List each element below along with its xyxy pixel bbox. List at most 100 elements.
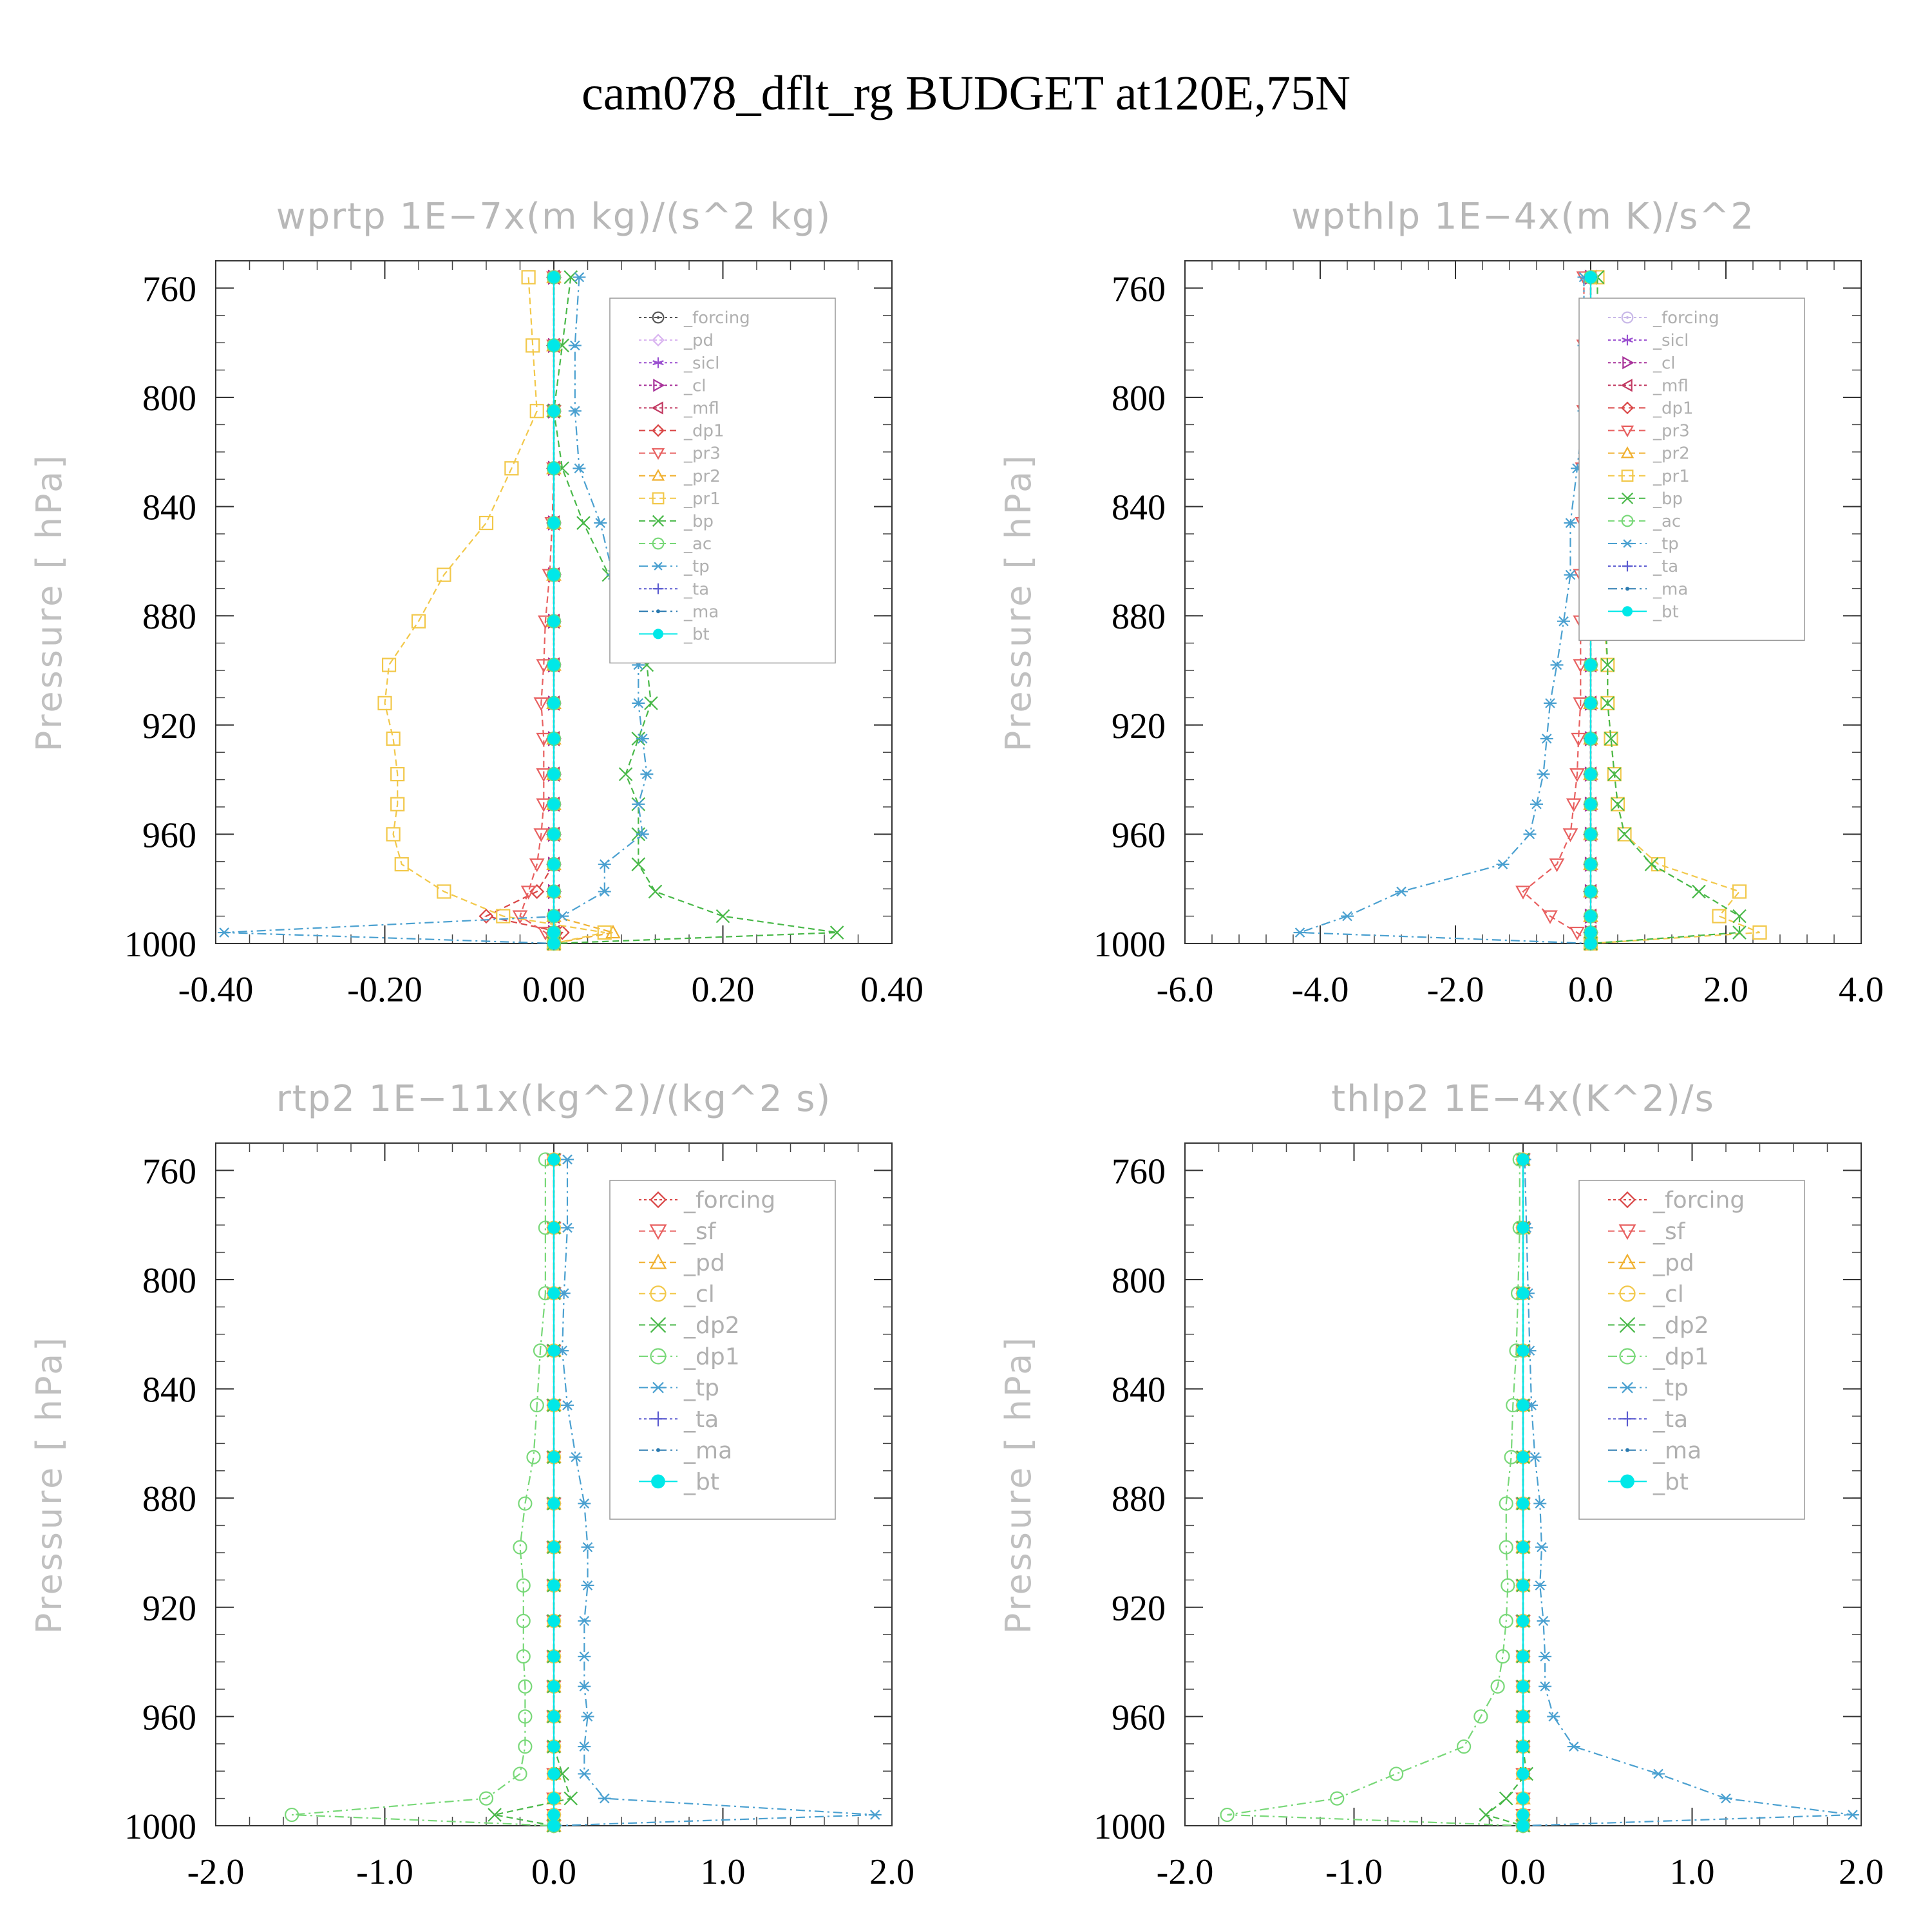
data-point-bt [547,462,560,475]
data-point-bt [1584,885,1597,898]
legend-swatch-marker [1621,469,1634,482]
data-point-pr2 [605,924,621,939]
legend-swatch-marker [1625,1448,1629,1452]
legend-entry-forcing: _forcing [1653,1188,1745,1214]
data-point-tp [1523,829,1537,840]
data-point-pr1 [437,884,451,899]
data-point-bt [1584,270,1597,283]
panel-2: wpthlp 1E−4x(m K)/s^2 Pressure [ hPa] 760 8… [998,196,1884,1010]
data-point-bt [547,615,560,628]
data-point-bt [1517,1497,1530,1510]
legend-entry-ma: _ma [1653,580,1688,599]
data-point-bt [1517,1767,1530,1780]
data-point-bt [1517,1153,1530,1166]
data-point-dp1 [516,1578,531,1593]
y-tick-label: 880 [1112,1479,1166,1519]
data-point-pr1 [1752,925,1767,940]
data-point-tp [598,1793,611,1804]
y-tick-label: 800 [1112,379,1166,419]
data-point-dp1 [1220,1807,1235,1823]
data-point-bp [715,909,730,923]
data-point-bt [547,768,560,781]
y-tick-label: 920 [1112,706,1166,746]
data-point-bt [547,270,560,283]
data-point-bt [547,1767,560,1780]
legend-swatch-marker [650,1348,667,1365]
legend-entry-tp: _tp [683,557,710,576]
legend-entry-sf: _sf [1653,1218,1686,1245]
data-point-dp1 [478,909,494,924]
y-axis-label: Pressure [ hPa] [29,1335,70,1634]
legend-box [1578,1180,1805,1520]
data-point-dp1 [516,1613,531,1629]
legend-entry-bt: _bt [1653,602,1679,621]
x-tick-label: -1.0 [1325,1852,1383,1892]
legend-entry-dp1: _dp1 [1653,1344,1709,1370]
y-tick-label: 920 [142,706,196,746]
data-point-dp1 [513,1766,527,1781]
data-point-bt [547,1615,560,1627]
legend-entry-pr2: _pr2 [1653,444,1690,464]
legend-entry-dp2: _dp2 [683,1312,740,1339]
y-tick-label: 960 [142,815,196,855]
data-point-pr1 [386,731,401,746]
y-tick-label: 760 [142,269,196,309]
legend-swatch-marker [1621,311,1634,324]
data-point-pr1 [390,767,405,782]
series-line-bp [1590,277,1741,945]
data-point-bt [1517,1808,1530,1821]
series-group [218,269,844,952]
data-point-pr3 [1562,828,1578,842]
legend-entry-tp: _tp [1653,535,1679,554]
data-point-pr3 [533,697,549,712]
data-point-pr1 [1610,797,1625,811]
data-point-bp [644,696,658,710]
data-point-pr1 [381,658,397,672]
data-point-pr1 [1600,696,1615,710]
data-point-pr1 [529,404,544,419]
x-tick-label: 0.20 [692,970,755,1010]
legend-entry-bt: _bt [1653,1469,1689,1495]
series-line-tp [224,277,648,945]
x-tick-label: 1.0 [701,1852,746,1892]
legend-swatch-marker [1618,1253,1636,1269]
data-point-dp2 [564,1791,578,1806]
data-point-bp [1611,797,1625,811]
data-point-tp [1528,1452,1542,1463]
data-point-pr3 [512,910,528,924]
legend-swatch-marker [652,424,665,437]
data-point-bp [1692,884,1706,899]
data-point-tp [1293,927,1307,938]
data-point-bt [1517,1710,1530,1723]
legend-swatch-marker [1618,1224,1636,1240]
series-line-dp1 [1227,1159,1524,1827]
data-point-bp [1600,658,1615,672]
data-point-dp1 [1389,1766,1404,1781]
data-point-bt [547,732,560,745]
data-point-pr3 [529,858,545,873]
legend-swatch-marker [651,469,665,481]
series-line-pr1 [384,277,605,945]
data-point-bt [547,1710,560,1723]
legend-box [1578,298,1805,641]
legend-entry-bt: _bt [683,625,710,645]
y-tick-label: 920 [142,1589,196,1629]
data-point-bp [829,925,844,940]
legend-swatch-marker [1622,560,1633,572]
legend-entry-dp1: _dp1 [1653,399,1694,419]
legend-entry-cl: _cl [1653,354,1676,373]
data-point-tp [561,1222,574,1233]
y-tick-label: 760 [142,1151,196,1191]
data-point-pr1 [1617,827,1632,842]
legend-swatch-marker [650,1317,667,1333]
data-point-tp [1539,1681,1552,1692]
data-point-tp [578,1651,591,1662]
legend-swatch-marker [1622,334,1633,346]
legend-swatch-marker [651,401,663,415]
x-tick-label: -4.0 [1292,970,1349,1010]
data-point-bt [547,339,560,352]
legend-swatch-marker [652,357,664,368]
y-tick-label: 960 [1112,1698,1166,1738]
y-tick-label: 960 [1112,815,1166,855]
